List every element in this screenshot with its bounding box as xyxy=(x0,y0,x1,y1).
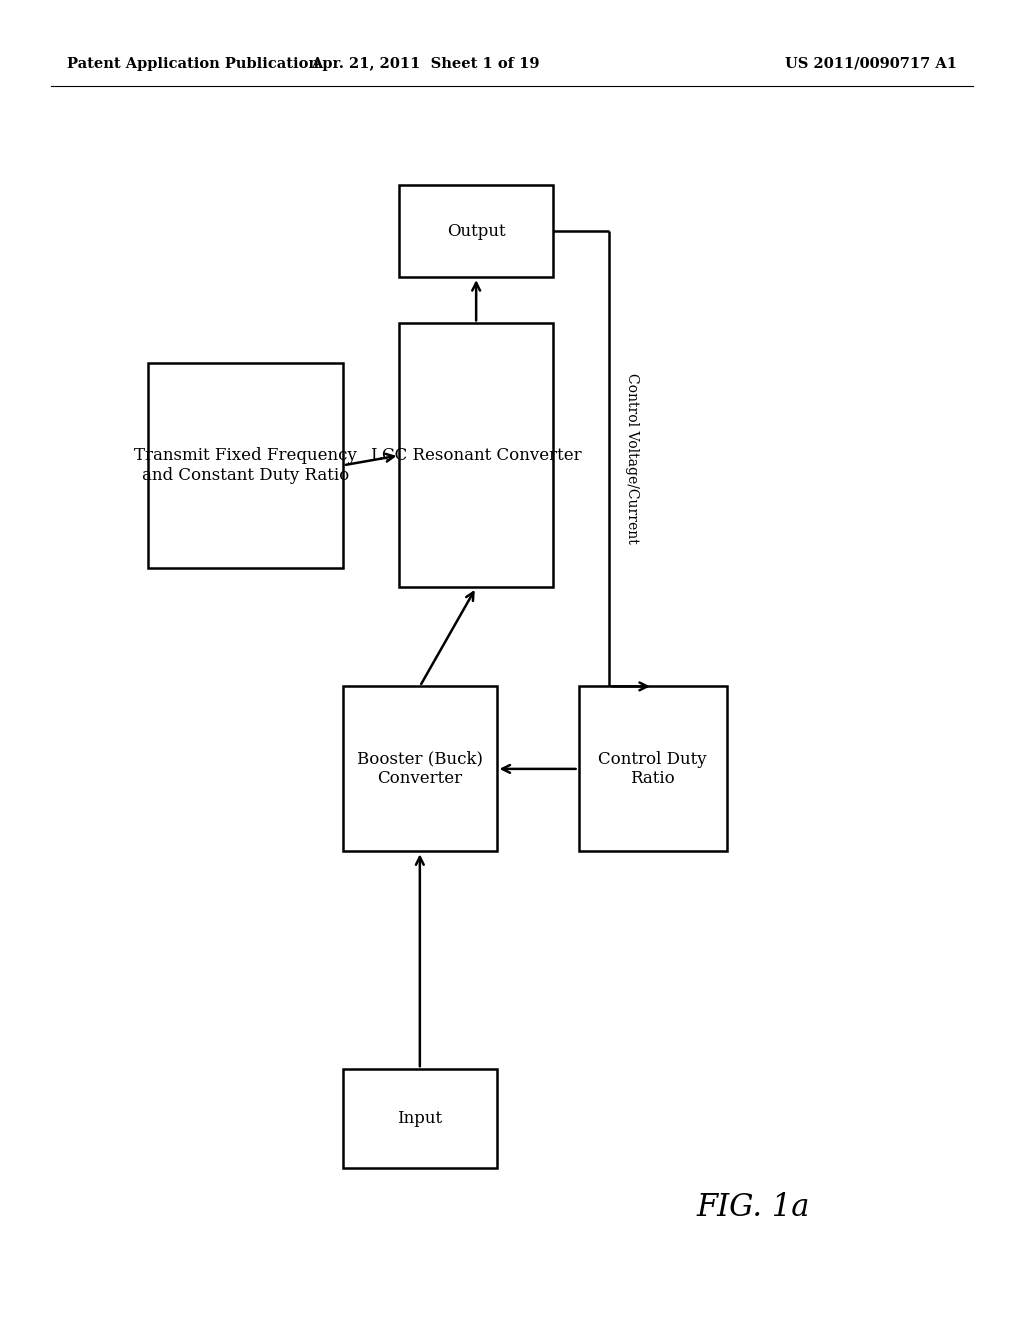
Text: Transmit Fixed Frequency
and Constant Duty Ratio: Transmit Fixed Frequency and Constant Du… xyxy=(134,447,357,483)
Text: Control Voltage/Current: Control Voltage/Current xyxy=(625,374,639,544)
Text: Apr. 21, 2011  Sheet 1 of 19: Apr. 21, 2011 Sheet 1 of 19 xyxy=(310,57,540,71)
Text: Output: Output xyxy=(446,223,506,239)
Bar xyxy=(399,323,553,587)
Text: LCC Resonant Converter: LCC Resonant Converter xyxy=(371,447,582,463)
Text: FIG. 1a: FIG. 1a xyxy=(696,1192,810,1224)
Text: Control Duty
Ratio: Control Duty Ratio xyxy=(598,751,708,787)
Bar xyxy=(148,363,343,568)
Text: Patent Application Publication: Patent Application Publication xyxy=(67,57,318,71)
Bar xyxy=(343,686,497,851)
Text: US 2011/0090717 A1: US 2011/0090717 A1 xyxy=(785,57,957,71)
Bar xyxy=(343,1069,497,1168)
Text: Input: Input xyxy=(397,1110,442,1127)
Bar xyxy=(399,185,553,277)
Text: Booster (Buck)
Converter: Booster (Buck) Converter xyxy=(356,751,483,787)
Bar xyxy=(579,686,727,851)
